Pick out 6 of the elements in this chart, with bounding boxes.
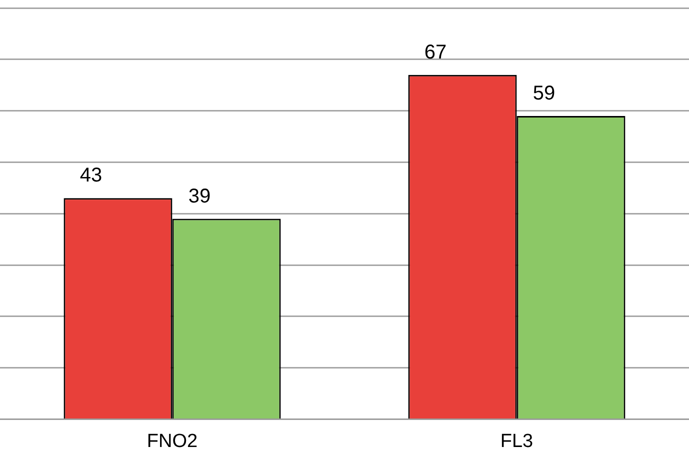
data-label: 43 (80, 164, 102, 187)
x-tick-label: FL3 (500, 430, 534, 452)
data-label: 67 (424, 41, 447, 64)
x-tick-label: FNO2 (146, 430, 198, 452)
data-label: 39 (188, 185, 211, 208)
data-label: 59 (532, 82, 556, 104)
